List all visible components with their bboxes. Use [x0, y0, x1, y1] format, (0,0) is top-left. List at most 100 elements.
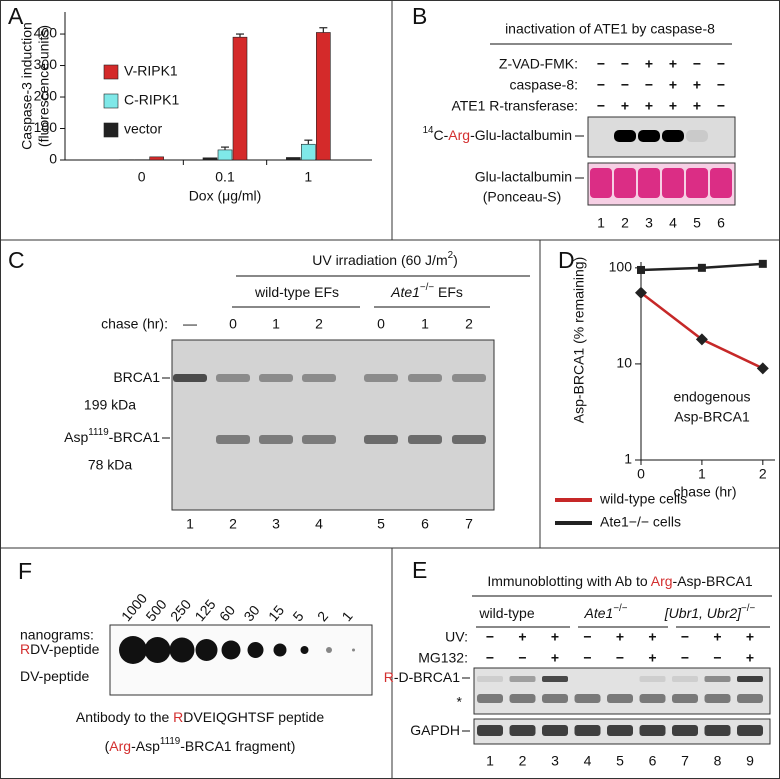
row-label: UV: — [445, 629, 468, 645]
text-part: -Glu-lactalbumin — [470, 127, 572, 143]
blot-label: 14C-Arg-Glu-lactalbumin — [423, 125, 572, 143]
text-part: EFs — [434, 284, 463, 300]
panel-label: B — [412, 3, 427, 29]
y-tick-label: 10 — [616, 355, 632, 371]
marker — [637, 265, 645, 274]
marker — [697, 263, 706, 272]
band — [672, 676, 698, 682]
dot — [195, 639, 218, 661]
panel-label: D — [558, 247, 575, 273]
sign: − — [597, 56, 605, 72]
lane-number: 1 — [486, 753, 494, 769]
amount: 60 — [216, 602, 238, 624]
y-tick-label: 100 — [609, 259, 633, 275]
band-size: 78 kDa — [88, 457, 133, 473]
amount: 5 — [289, 608, 306, 624]
chase-value: 2 — [465, 316, 473, 332]
band — [477, 676, 503, 682]
panel-label: F — [18, 558, 32, 584]
text-part: Ate1 — [390, 284, 420, 300]
marker — [635, 286, 647, 299]
chase-value: — — [183, 316, 197, 332]
band — [477, 694, 503, 703]
bar — [286, 157, 301, 161]
band — [452, 435, 486, 444]
band — [662, 168, 684, 198]
text-part: −/− — [741, 603, 755, 614]
gel — [171, 339, 495, 511]
blot-label: GAPDH — [410, 722, 460, 738]
band — [216, 374, 250, 382]
text-part: Immunoblotting with Ab to — [487, 573, 650, 589]
legend-label: vector — [124, 121, 162, 137]
text-part: R — [173, 709, 183, 725]
sign: − — [486, 629, 494, 645]
band — [737, 676, 763, 682]
panel-label: C — [8, 247, 25, 273]
text-part: DV-peptide — [20, 668, 89, 684]
sign: − — [486, 650, 494, 666]
text-part: -Asp — [131, 738, 160, 754]
sign: + — [551, 650, 559, 666]
y-axis-label: Asp-BRCA1 (% remaining) — [571, 257, 587, 424]
dot — [326, 647, 332, 653]
blot — [473, 667, 771, 715]
band — [686, 168, 708, 198]
legend-label: Ate1−/− cells — [600, 514, 681, 530]
bar — [217, 149, 233, 161]
lane-number: 6 — [649, 753, 657, 769]
legend-swatch — [103, 122, 119, 138]
row-label: chase (hr): — [101, 316, 168, 332]
blot-title: Immunoblotting with Ab to Arg-Asp-BRCA1 — [487, 573, 753, 589]
bar — [301, 143, 316, 161]
y-tick-label: 0 — [49, 151, 57, 167]
treatment: UV irradiation (60 J/m2) — [312, 250, 458, 268]
x-axis-label: Dox (μg/ml) — [189, 188, 262, 204]
sign: + — [621, 98, 629, 114]
lane-number: 8 — [714, 753, 722, 769]
marker — [695, 333, 708, 346]
band-marker: * — [457, 694, 463, 710]
lane-number: 3 — [551, 753, 559, 769]
text-part: Arg — [448, 127, 470, 143]
band — [704, 676, 731, 682]
band — [672, 694, 698, 703]
band — [672, 725, 698, 736]
text-part: C- — [433, 127, 448, 143]
lane-number: 5 — [693, 215, 701, 231]
annotation: Asp-BRCA1 — [674, 409, 750, 425]
dot — [144, 637, 171, 663]
band — [686, 130, 708, 142]
band — [259, 374, 293, 382]
row-label: caspase-8: — [510, 77, 578, 93]
band — [704, 725, 731, 736]
row-label: DV-peptide — [20, 668, 89, 684]
sign: − — [717, 77, 725, 93]
band — [737, 725, 763, 736]
dot — [247, 642, 264, 658]
amount: 250 — [167, 596, 194, 624]
text-part: Arg — [651, 573, 673, 589]
sign: − — [621, 56, 629, 72]
series-line — [640, 291, 764, 370]
band — [408, 374, 442, 382]
group-label: Ate1−/− — [584, 603, 628, 621]
x-tick-label: 1 — [698, 466, 706, 482]
dot — [300, 646, 309, 654]
group-label: wild-type — [478, 605, 534, 621]
band — [452, 374, 486, 382]
band — [477, 725, 503, 736]
amount-label: nanograms: — [20, 627, 94, 643]
sign: + — [669, 98, 677, 114]
lane-number: 6 — [717, 215, 725, 231]
panel-label: E — [412, 557, 427, 583]
amount: 30 — [240, 602, 262, 624]
sign: − — [597, 98, 605, 114]
dot — [169, 637, 195, 663]
legend-label: C-RIPK1 — [124, 92, 179, 108]
legend-swatch — [103, 64, 119, 80]
error-bar — [304, 139, 313, 145]
band — [607, 725, 633, 736]
lane-number: 7 — [681, 753, 689, 769]
text-part: 1119 — [88, 427, 108, 438]
